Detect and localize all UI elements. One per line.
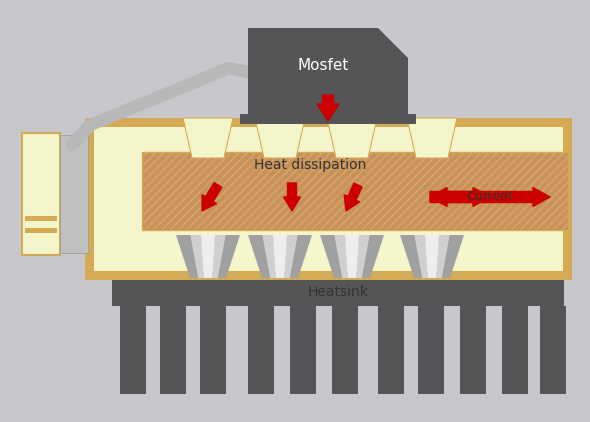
Polygon shape xyxy=(320,235,384,278)
Polygon shape xyxy=(425,235,439,278)
Polygon shape xyxy=(263,235,297,278)
FancyArrow shape xyxy=(430,187,490,206)
Text: Mosfet: Mosfet xyxy=(297,57,349,73)
Polygon shape xyxy=(414,235,450,278)
Polygon shape xyxy=(273,235,287,278)
Polygon shape xyxy=(400,235,464,278)
Bar xyxy=(112,278,564,306)
Bar xyxy=(25,216,57,221)
Polygon shape xyxy=(378,28,408,58)
Bar xyxy=(240,114,416,124)
Bar xyxy=(418,306,444,394)
Text: Heatsink: Heatsink xyxy=(307,285,368,299)
Text: Current: Current xyxy=(467,190,513,203)
Bar xyxy=(60,135,88,253)
Polygon shape xyxy=(407,118,457,158)
Bar xyxy=(248,306,274,394)
Bar xyxy=(290,306,316,394)
Bar xyxy=(540,306,566,394)
Bar xyxy=(22,133,60,255)
Polygon shape xyxy=(327,118,377,158)
Bar xyxy=(200,306,226,394)
FancyArrow shape xyxy=(490,187,550,206)
Bar xyxy=(502,306,528,394)
Polygon shape xyxy=(183,118,233,158)
FancyArrow shape xyxy=(317,95,339,121)
Bar xyxy=(160,306,186,394)
FancyArrow shape xyxy=(344,183,362,211)
Polygon shape xyxy=(345,235,359,278)
Polygon shape xyxy=(335,235,369,278)
Bar xyxy=(120,306,146,394)
Text: Heat dissipation: Heat dissipation xyxy=(254,158,366,172)
Polygon shape xyxy=(176,235,240,278)
Bar xyxy=(460,306,486,394)
Bar xyxy=(332,306,358,394)
Bar xyxy=(94,127,563,271)
Polygon shape xyxy=(201,235,215,278)
Bar xyxy=(248,28,408,118)
FancyArrow shape xyxy=(202,183,222,211)
Polygon shape xyxy=(255,118,305,158)
Bar xyxy=(378,306,404,394)
FancyArrow shape xyxy=(430,187,490,206)
FancyArrow shape xyxy=(284,183,300,211)
Bar xyxy=(25,228,57,233)
Polygon shape xyxy=(248,235,312,278)
Polygon shape xyxy=(191,235,225,278)
Bar xyxy=(142,152,568,230)
Bar xyxy=(85,118,572,280)
